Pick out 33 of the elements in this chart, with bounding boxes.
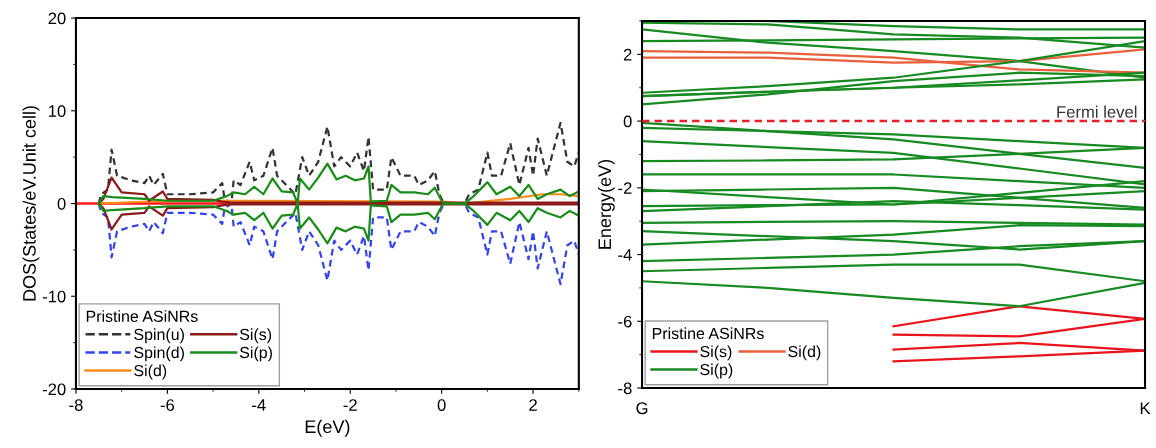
x-tick-label: -2 <box>343 399 357 411</box>
legend-title: Pristine ASiNRs <box>86 310 198 323</box>
x-tick-label: -6 <box>160 399 175 411</box>
legend-label: Si(p) <box>700 363 733 379</box>
legend-label: Si(s) <box>239 328 272 344</box>
legend-label: Si(p) <box>239 346 272 362</box>
y-tick-label: -8 <box>618 382 632 395</box>
legend-label: Si(s) <box>700 345 732 361</box>
y-tick-label: 20 <box>48 12 66 25</box>
y-tick-label: -6 <box>618 315 632 328</box>
x-tick-label: -4 <box>252 399 266 411</box>
x-tick-label: G <box>636 402 648 415</box>
x-tick-label: K <box>1140 402 1151 414</box>
x-tick-label: 0 <box>437 399 446 411</box>
legend-label: Si(d) <box>134 364 167 380</box>
y-tick-label: -4 <box>618 249 632 261</box>
y-tick-label: -10 <box>42 290 66 303</box>
legend-label: Spin(u) <box>134 328 184 344</box>
y-axis-title: DOS(States/eV.Unit cell) <box>22 106 40 301</box>
y-tick-label: -2 <box>618 182 632 194</box>
x-tick-label: 2 <box>529 399 537 411</box>
y-tick-label: 2 <box>623 48 632 61</box>
legend-label: Si(d) <box>788 345 821 361</box>
ref-line-label: Fermi level <box>1057 105 1137 118</box>
legend-label: Spin(d) <box>134 346 184 362</box>
y-tick-label: -20 <box>42 383 66 396</box>
x-tick-label: -8 <box>69 399 83 411</box>
y-tick-label: 10 <box>48 105 66 117</box>
legend-title: Pristine ASiNRs <box>652 327 764 340</box>
y-tick-label: 0 <box>623 115 632 128</box>
y-tick-label: 0 <box>57 197 66 210</box>
y-axis-title: Energy(eV) <box>597 159 615 249</box>
x-axis-title: E(eV) <box>305 419 350 437</box>
